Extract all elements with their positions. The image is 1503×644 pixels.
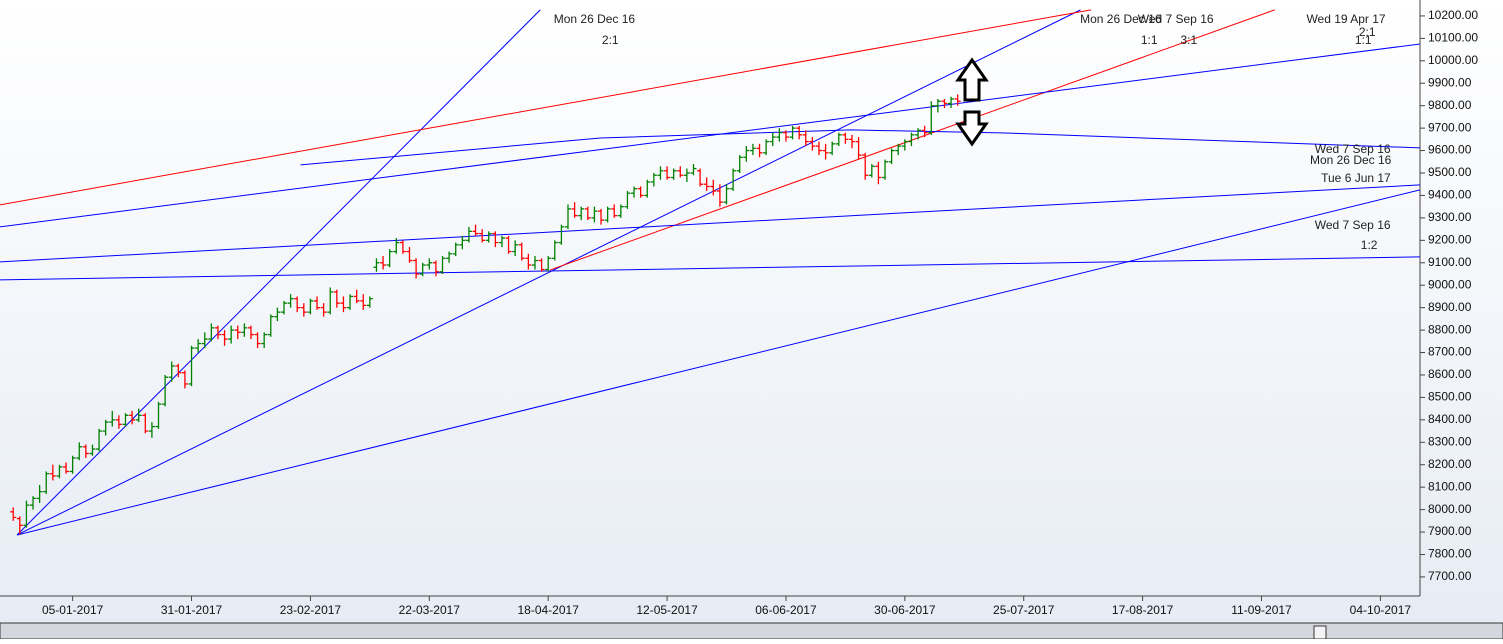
y-tick-label: 10000.00 bbox=[1428, 53, 1478, 67]
y-tick-label: 8600.00 bbox=[1428, 367, 1472, 381]
y-tick-label: 8900.00 bbox=[1428, 300, 1472, 314]
arrows bbox=[955, 57, 989, 147]
y-tick-label: 7800.00 bbox=[1428, 547, 1472, 561]
y-tick-label: 9800.00 bbox=[1428, 98, 1472, 112]
y-tick-label: 8000.00 bbox=[1428, 502, 1472, 516]
x-tick-label: 11-09-2017 bbox=[1231, 603, 1292, 617]
annotation: 3:1 bbox=[1180, 33, 1197, 47]
scrollbar[interactable] bbox=[0, 622, 1503, 640]
annotation: Mon 26 Dec 16 bbox=[1080, 12, 1162, 26]
gann-line bbox=[549, 9, 1275, 271]
y-tick-label: 8300.00 bbox=[1428, 434, 1472, 448]
x-tick-label: 30-06-2017 bbox=[874, 603, 936, 617]
gann-line bbox=[300, 129, 1420, 166]
y-tick-label: 7900.00 bbox=[1428, 524, 1472, 538]
annotation: 1:2 bbox=[1361, 238, 1378, 252]
x-tick-label: 25-07-2017 bbox=[993, 603, 1055, 617]
x-tick-label: 23-02-2017 bbox=[280, 603, 342, 617]
y-tick-label: 9100.00 bbox=[1428, 255, 1472, 269]
gann-line bbox=[0, 256, 1420, 281]
annotation: 2:1 bbox=[602, 33, 619, 47]
gann-line bbox=[16, 9, 541, 536]
y-tick-label: 9500.00 bbox=[1428, 165, 1472, 179]
gann-line bbox=[0, 9, 1092, 206]
annotation: 1:1 bbox=[1355, 33, 1372, 47]
annotation: Wed 19 Apr 17 bbox=[1306, 12, 1385, 26]
y-tick-label: 8800.00 bbox=[1428, 322, 1472, 336]
gann-line bbox=[16, 189, 1420, 536]
scroll-thumb[interactable] bbox=[1313, 625, 1327, 640]
annotation: Mon 26 Dec 16 bbox=[554, 12, 636, 26]
y-tick-label: 8100.00 bbox=[1428, 479, 1472, 493]
up-arrow bbox=[955, 57, 989, 102]
annotation: Wed 7 Sep 16 bbox=[1315, 142, 1391, 156]
x-tick-label: 17-08-2017 bbox=[1112, 603, 1174, 617]
y-tick-label: 8500.00 bbox=[1428, 390, 1472, 404]
y-tick-label: 9700.00 bbox=[1428, 120, 1472, 134]
y-tick-label: 10200.00 bbox=[1428, 8, 1478, 22]
y-tick-label: 9900.00 bbox=[1428, 75, 1472, 89]
y-tick-label: 9400.00 bbox=[1428, 188, 1472, 202]
y-tick-label: 9300.00 bbox=[1428, 210, 1472, 224]
gann-line bbox=[16, 9, 1081, 536]
x-tick-label: 04-10-2017 bbox=[1350, 603, 1412, 617]
x-tick-label: 31-01-2017 bbox=[161, 603, 223, 617]
y-tick-label: 7700.00 bbox=[1428, 569, 1472, 583]
x-tick-label: 05-01-2017 bbox=[42, 603, 104, 617]
x-tick-label: 22-03-2017 bbox=[399, 603, 461, 617]
annotation: 1:1 bbox=[1141, 33, 1158, 47]
annotation: Tue 6 Jun 17 bbox=[1321, 171, 1391, 185]
y-tick-label: 9600.00 bbox=[1428, 143, 1472, 157]
y-tick-label: 10100.00 bbox=[1428, 31, 1478, 45]
x-tick-label: 12-05-2017 bbox=[636, 603, 698, 617]
y-tick-label: 9000.00 bbox=[1428, 277, 1472, 291]
gann-line bbox=[0, 43, 1420, 228]
down-arrow bbox=[955, 110, 989, 147]
y-tick-label: 8700.00 bbox=[1428, 345, 1472, 359]
annotation: Wed 7 Sep 16 bbox=[1315, 218, 1391, 232]
y-tick-label: 8400.00 bbox=[1428, 412, 1472, 426]
gann-line bbox=[0, 184, 1420, 263]
annotation: 2:1 bbox=[1359, 25, 1376, 39]
x-tick-label: 18-04-2017 bbox=[517, 603, 579, 617]
annotation: Mon 26 Dec 16 bbox=[1310, 153, 1392, 167]
y-tick-label: 9200.00 bbox=[1428, 233, 1472, 247]
y-tick-label: 8200.00 bbox=[1428, 457, 1472, 471]
annotation: Wed 7 Sep 16 bbox=[1138, 12, 1214, 26]
x-tick-label: 06-06-2017 bbox=[755, 603, 817, 617]
